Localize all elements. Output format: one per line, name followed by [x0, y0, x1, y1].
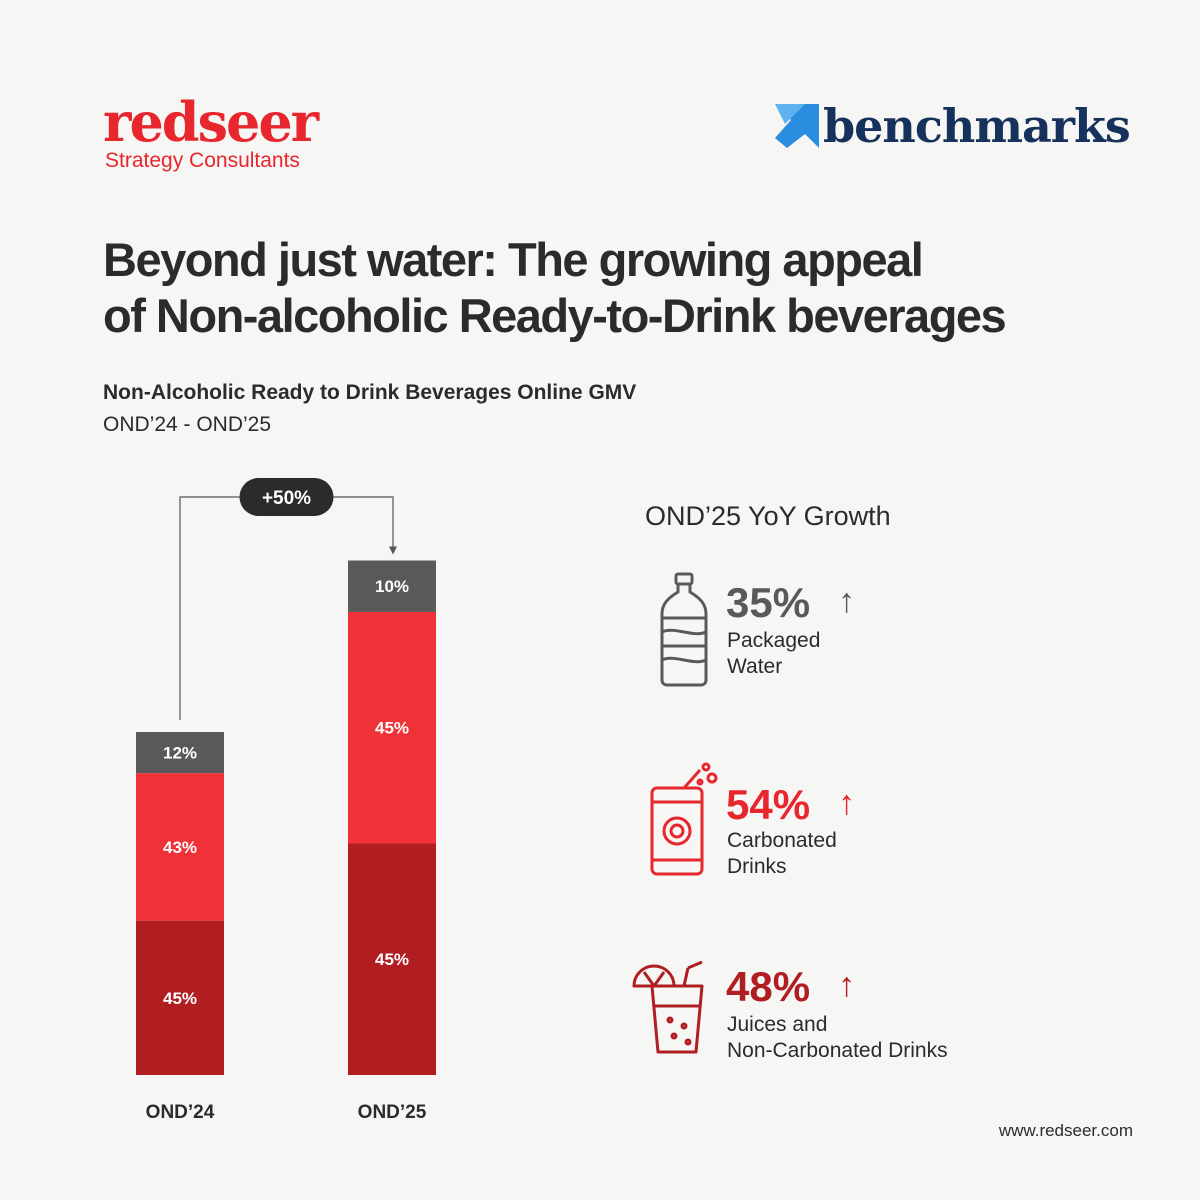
growth-label: Juices and Non-Carbonated Drinks	[727, 1013, 948, 1062]
category-label: OND’25	[358, 1102, 427, 1123]
juice-glass-icon	[632, 960, 704, 1054]
page-title: Beyond just water: The growing appeal of…	[103, 232, 1143, 344]
data-label: 45%	[375, 719, 409, 738]
up-arrow-icon: ↑	[838, 582, 855, 620]
benchmarks-wordmark: benchmarks	[823, 99, 1131, 153]
growth-value: 35%	[726, 579, 811, 626]
up-arrow-icon: ↑	[838, 966, 855, 1004]
bar-segment	[348, 611, 436, 844]
chart-title: Non-Alcoholic Ready to Drink Beverages O…	[103, 381, 637, 404]
growth-annotation: +50%	[262, 488, 311, 509]
growth-value: 54%	[726, 781, 811, 828]
bar-segment	[136, 732, 224, 774]
water-bottle-icon	[660, 572, 708, 687]
growth-arrowhead	[389, 546, 397, 555]
benchmarks-arrow-icon	[775, 104, 819, 148]
growth-pill	[239, 478, 334, 516]
growth-value: 48%	[726, 963, 811, 1010]
up-arrow-icon: ↑	[838, 784, 855, 822]
soda-can-icon	[650, 762, 718, 876]
bar-segment	[348, 843, 436, 1075]
redseer-wordmark: redseer	[103, 90, 319, 154]
growth-label: Carbonated Drinks	[727, 829, 837, 878]
growth-title: OND’25 YoY Growth	[645, 501, 891, 531]
data-label: 10%	[375, 577, 409, 596]
chart-period: OND’24 - OND’25	[103, 413, 272, 436]
benchmarks-logo: benchmarks	[775, 98, 1131, 154]
footer-url[interactable]: www.redseer.com	[998, 1121, 1133, 1140]
data-label: 43%	[163, 838, 197, 857]
page-title-line-1: Beyond just water: The growing appeal	[103, 233, 924, 286]
data-label: 45%	[163, 989, 197, 1008]
bar-segment	[348, 560, 436, 612]
page-title-line-2: of Non-alcoholic Ready-to-Drink beverage…	[103, 289, 1007, 342]
bar-segment	[136, 920, 224, 1075]
category-label: OND’24	[146, 1102, 215, 1123]
redseer-logo: redseer Strategy Consultants	[103, 90, 319, 173]
growth-label: Packaged Water	[727, 629, 821, 678]
data-label: 45%	[375, 950, 409, 969]
redseer-tagline: Strategy Consultants	[105, 149, 300, 172]
bar-segment	[136, 773, 224, 921]
data-label: 12%	[163, 744, 197, 763]
